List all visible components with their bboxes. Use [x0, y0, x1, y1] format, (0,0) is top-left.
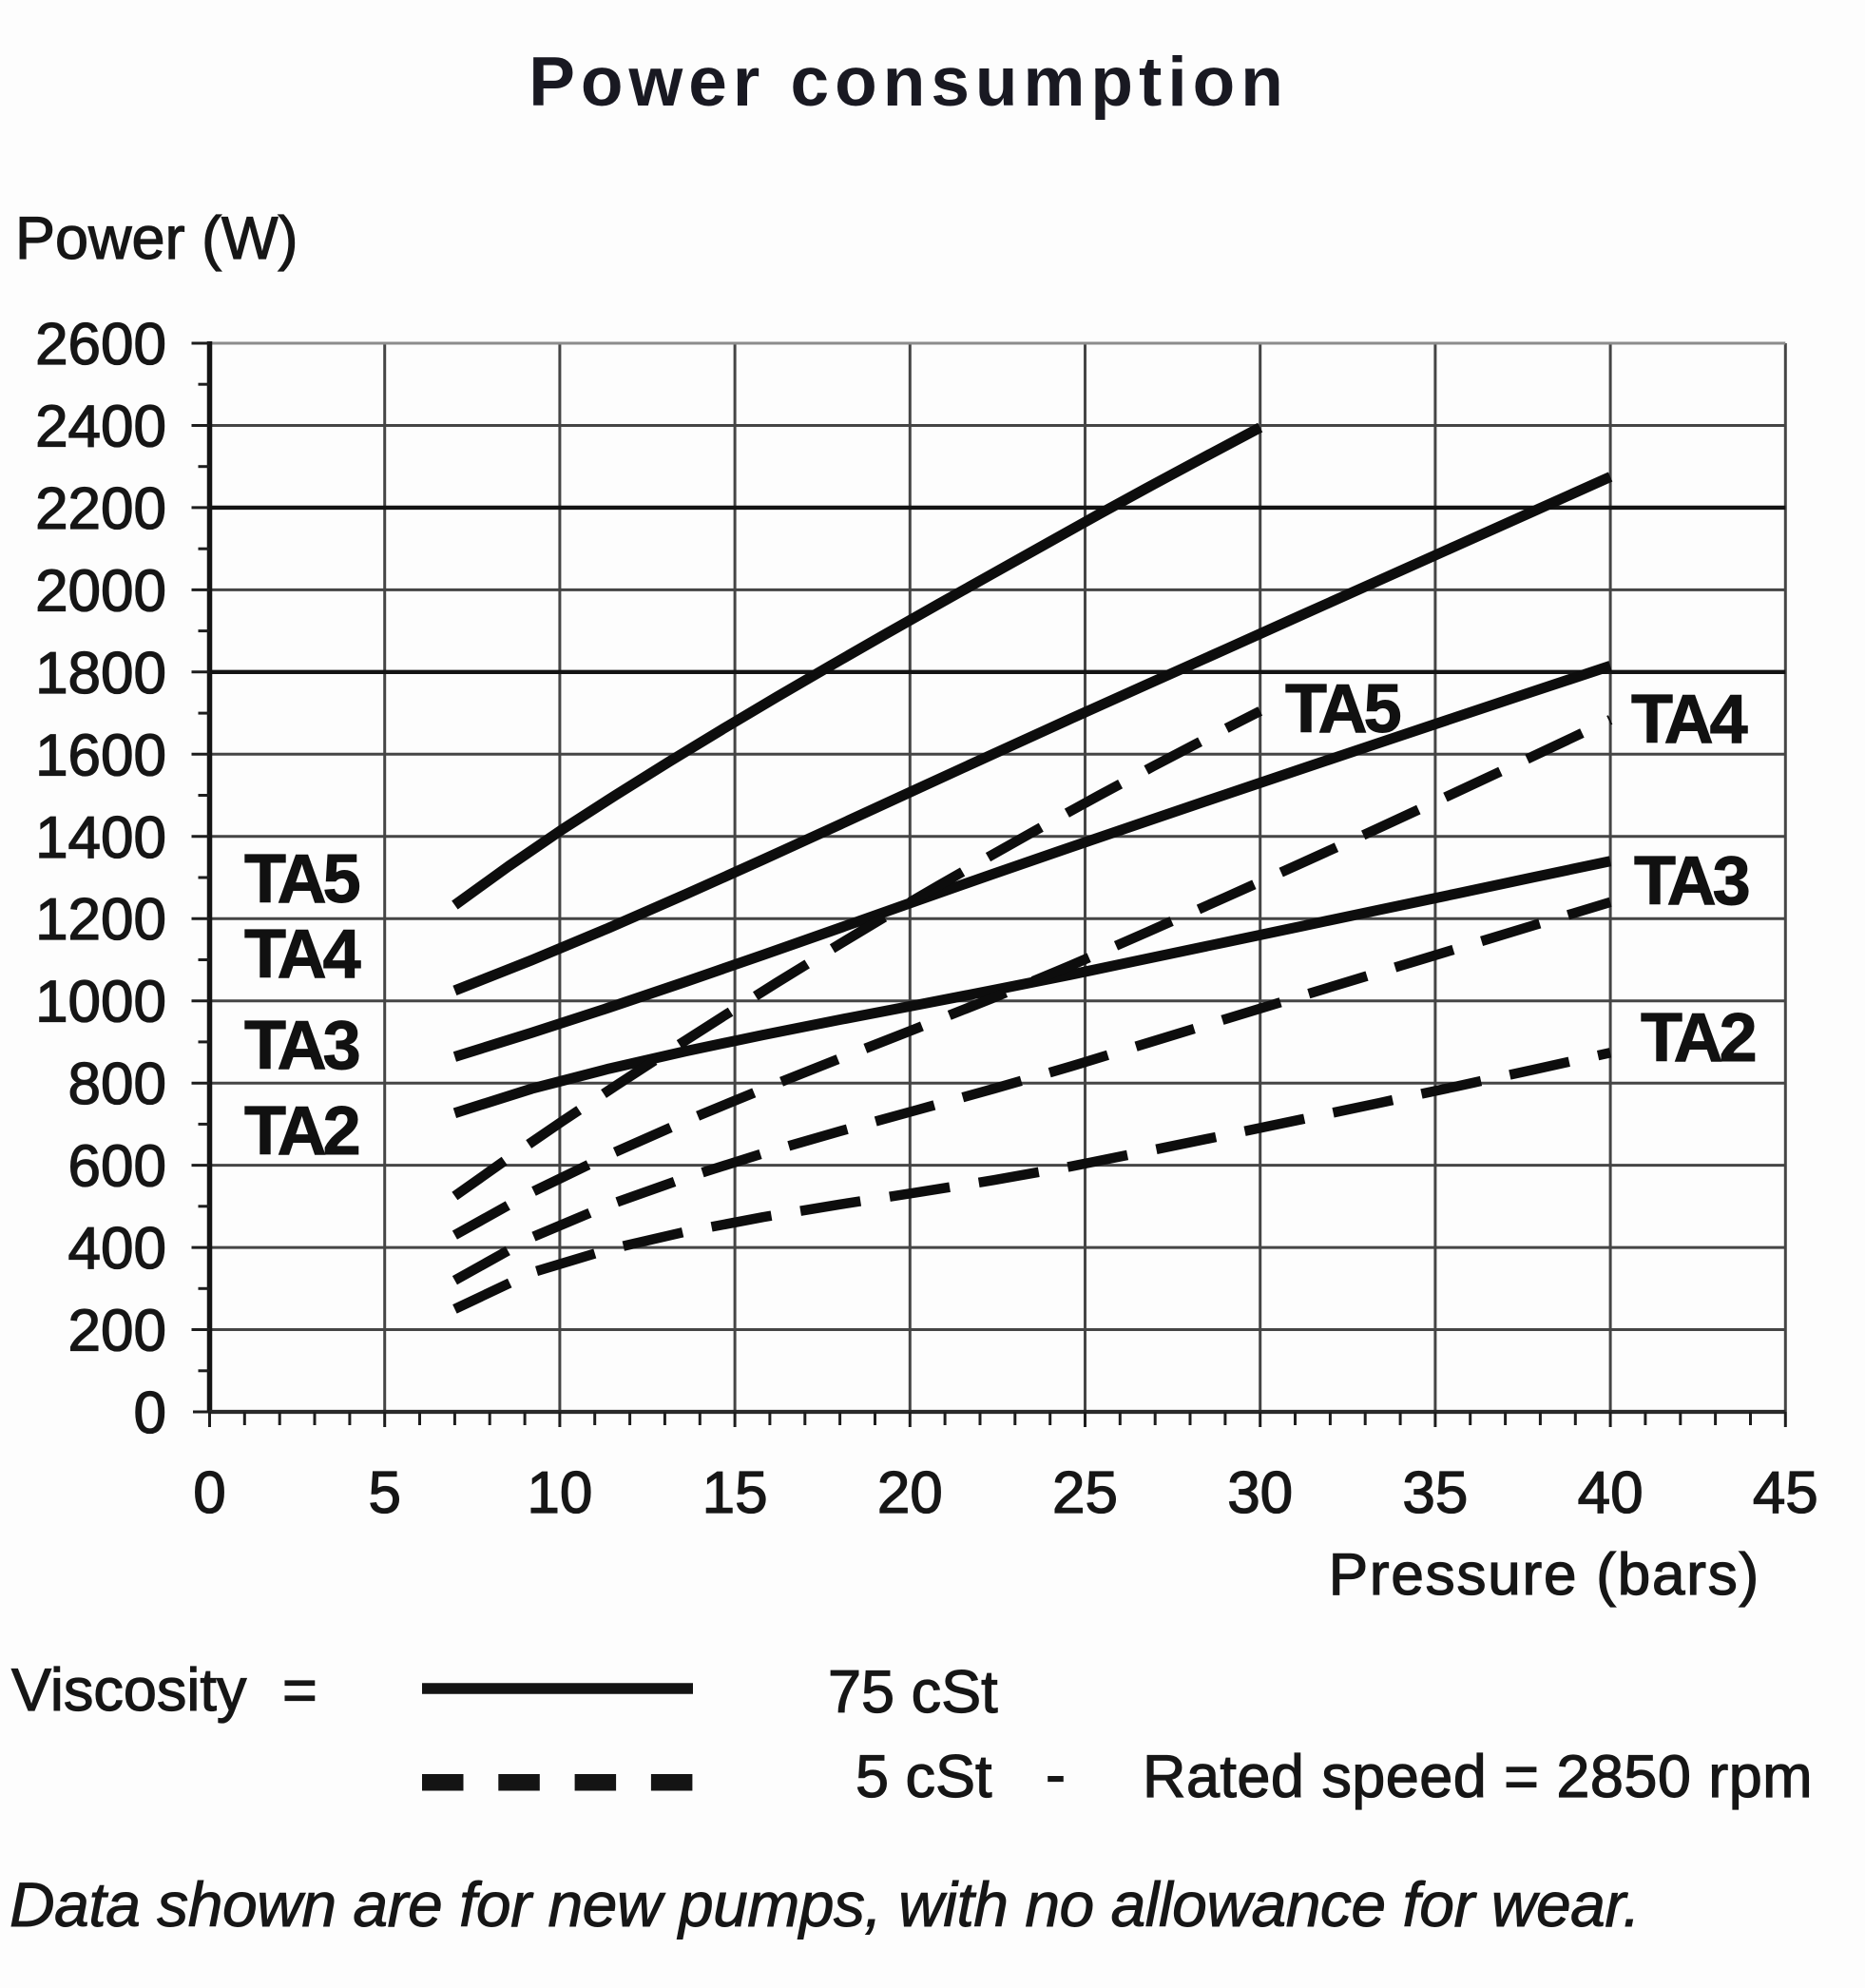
svg-text:TA4: TA4	[1631, 682, 1748, 758]
svg-text:2400: 2400	[35, 395, 166, 460]
svg-text:5 cSt: 5 cSt	[856, 1744, 992, 1810]
svg-text:25: 25	[1052, 1460, 1118, 1526]
svg-text:1600: 1600	[35, 723, 166, 788]
svg-text:TA4: TA4	[244, 917, 361, 993]
svg-text:0: 0	[193, 1460, 225, 1526]
svg-text:30: 30	[1227, 1460, 1293, 1526]
svg-text:Data shown are for new pumps,: Data shown are for new pumps, with no al…	[10, 1869, 1640, 1940]
svg-text:15: 15	[702, 1460, 768, 1526]
svg-text:600: 600	[68, 1134, 166, 1200]
svg-text:=: =	[282, 1657, 317, 1724]
svg-text:TA2: TA2	[244, 1093, 359, 1169]
svg-text:1800: 1800	[35, 641, 166, 706]
svg-text:1400: 1400	[35, 805, 166, 871]
svg-text:0: 0	[134, 1380, 166, 1446]
svg-text:Power (W): Power (W)	[15, 205, 298, 272]
svg-text:45: 45	[1753, 1460, 1818, 1526]
svg-text:TA2: TA2	[1641, 1000, 1756, 1076]
svg-text:1200: 1200	[35, 887, 166, 953]
svg-text:TA5: TA5	[244, 841, 360, 917]
svg-text:20: 20	[877, 1460, 943, 1526]
svg-text:TA3: TA3	[1634, 843, 1749, 919]
svg-text:2600: 2600	[35, 312, 166, 377]
svg-text:35: 35	[1402, 1460, 1468, 1526]
svg-text:2000: 2000	[35, 558, 166, 624]
svg-text:Viscosity: Viscosity	[11, 1657, 247, 1724]
svg-text:200: 200	[68, 1299, 166, 1364]
svg-text:Power consumption: Power consumption	[529, 44, 1289, 121]
svg-text:10: 10	[527, 1460, 592, 1526]
svg-text:800: 800	[68, 1052, 166, 1117]
svg-text:75 cSt: 75 cSt	[828, 1659, 998, 1726]
svg-text:-: -	[1046, 1742, 1066, 1808]
svg-text:1000: 1000	[35, 970, 166, 1035]
svg-text:2200: 2200	[35, 476, 166, 542]
svg-text:Pressure (bars): Pressure (bars)	[1329, 1542, 1760, 1608]
svg-text:5: 5	[368, 1460, 400, 1526]
svg-text:TA5: TA5	[1285, 671, 1401, 747]
svg-text:TA3: TA3	[244, 1008, 359, 1084]
svg-text:Rated speed = 2850 rpm: Rated speed = 2850 rpm	[1143, 1744, 1813, 1810]
svg-text:400: 400	[68, 1216, 166, 1282]
svg-text:40: 40	[1578, 1460, 1644, 1526]
